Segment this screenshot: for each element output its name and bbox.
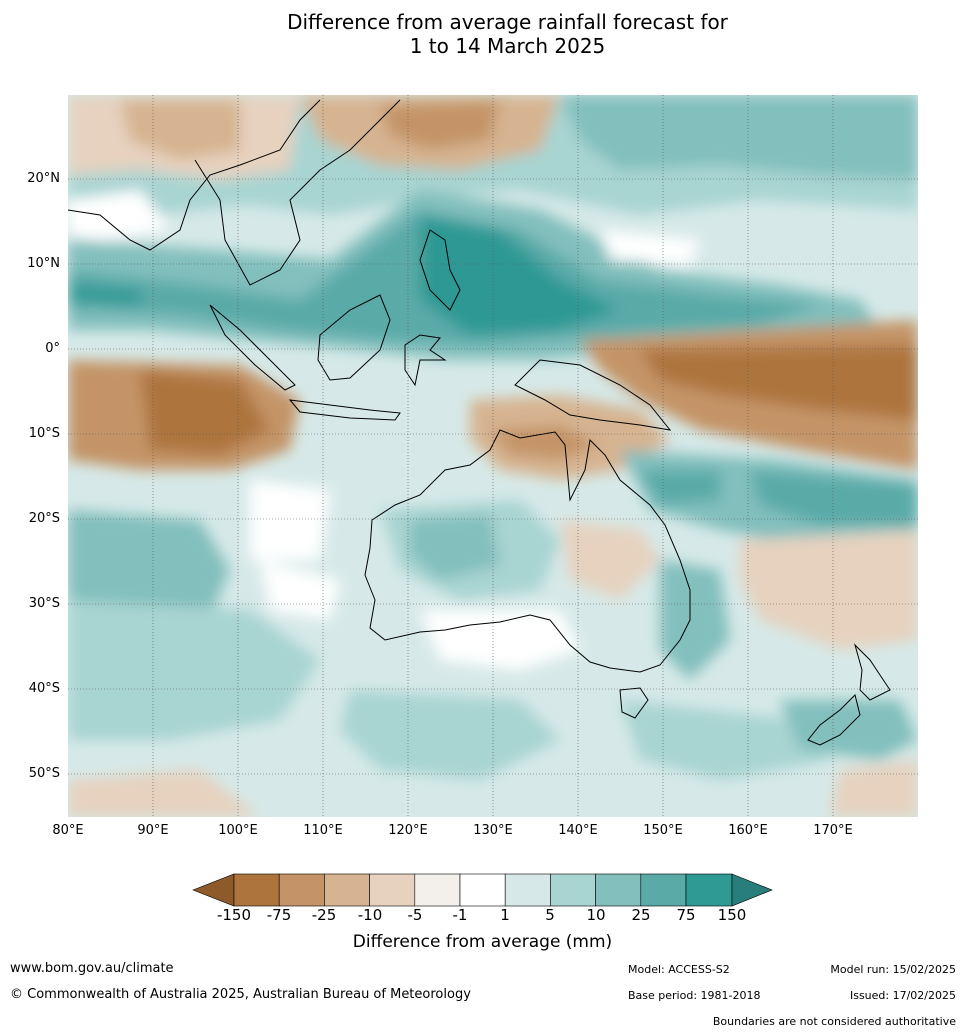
lat-label: 40°S [28, 681, 60, 696]
copyright-text: © Commonwealth of Australia 2025, Austra… [10, 987, 471, 1002]
lon-label: 110°E [303, 823, 343, 838]
base-period-text: Base period: 1981-2018 [628, 989, 761, 1002]
colorbar-swatch [369, 873, 416, 907]
colorbar-tick-label: 25 [631, 906, 651, 924]
new-zealand-south-coast [807, 694, 861, 746]
philippines-coast [419, 229, 461, 311]
colorbar-tick-label: 10 [586, 906, 606, 924]
colorbar-swatch [595, 873, 642, 907]
graticule [68, 95, 918, 817]
colorbar-tick-label: -1 [452, 906, 468, 924]
australia-coast [364, 429, 691, 673]
model-text: Model: ACCESS-S2 [628, 963, 730, 976]
colorbar-tick-label: 150 [717, 906, 747, 924]
colorbar-label: Difference from average (mm) [352, 932, 613, 952]
new-guinea-coast [514, 359, 672, 431]
lon-label: 150°E [643, 823, 683, 838]
borneo-coast [317, 294, 391, 381]
lon-label: 100°E [218, 823, 258, 838]
java-coast [288, 399, 401, 421]
map-title-line1: Difference from average rainfall forecas… [287, 10, 728, 34]
lon-label: 140°E [558, 823, 598, 838]
lat-label: 20°N [27, 171, 60, 186]
lon-label: 90°E [137, 823, 169, 838]
map-title-line2: 1 to 14 March 2025 [409, 34, 606, 58]
lat-label: 50°S [28, 766, 60, 781]
lon-label: 170°E [813, 823, 853, 838]
colorbar-swatch [459, 873, 506, 907]
lat-label: 30°S [28, 596, 60, 611]
colorbar-swatch [414, 873, 461, 907]
lat-label: 20°S [28, 511, 60, 526]
colorbar-swatch [278, 873, 325, 907]
colorbar-tick-label: -150 [216, 906, 252, 924]
anomaly-field [68, 95, 918, 817]
colorbar-tick-label: -75 [266, 906, 292, 924]
lon-label: 80°E [52, 823, 84, 838]
sulawesi-coast [404, 334, 447, 387]
colorbar-tick-label: 75 [676, 906, 696, 924]
coastlines [68, 99, 891, 746]
colorbar-tick-label: -25 [311, 906, 337, 924]
issued-text: Issued: 17/02/2025 [849, 989, 956, 1002]
new-zealand-north-coast [854, 643, 891, 701]
lon-label: 120°E [388, 823, 428, 838]
lat-label: 10°N [27, 256, 60, 271]
colorbar-extend-high [731, 873, 773, 907]
sumatra-coast [209, 304, 296, 391]
colorbar-swatch [685, 873, 733, 907]
map-title: Difference from average rainfall forecas… [0, 10, 965, 58]
colorbar-tick-label: -5 [407, 906, 423, 924]
colorbar-tick-label: 1 [500, 906, 510, 924]
asia-coast [68, 99, 321, 251]
colorbar-tick-label: 5 [545, 906, 555, 924]
southeast-asia-coast [194, 99, 401, 286]
website-link[interactable]: www.bom.gov.au/climate [10, 961, 174, 976]
colorbar-swatch [550, 873, 596, 907]
colorbar [192, 873, 773, 907]
lon-label: 130°E [473, 823, 513, 838]
lat-label: 0° [45, 341, 60, 356]
model-run-text: Model run: 15/02/2025 [830, 963, 956, 976]
colorbar-swatch [504, 873, 551, 907]
colorbar-tick-label: -10 [357, 906, 383, 924]
colorbar-swatch [640, 873, 687, 907]
lat-label: 10°S [28, 426, 60, 441]
colorbar-swatch [324, 873, 370, 907]
lon-label: 160°E [728, 823, 768, 838]
colorbar-extend-low [192, 873, 235, 907]
colorbar-swatch [233, 873, 280, 907]
disclaimer-text: Boundaries are not considered authoritat… [712, 1015, 956, 1028]
tasmania-coast [619, 687, 649, 719]
